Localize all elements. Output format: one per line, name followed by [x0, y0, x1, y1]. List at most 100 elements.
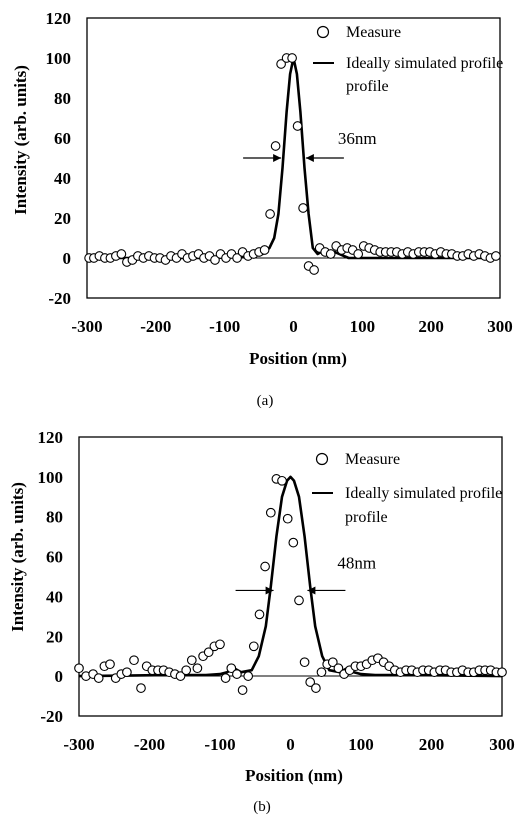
fwhm-arrowhead-right	[307, 586, 316, 595]
legend-label-simulated-cont: profile	[345, 509, 388, 526]
data-point-measure	[277, 475, 287, 486]
y-tick-label: 80	[54, 89, 71, 108]
y-axis-label: Intensity (arb. units)	[8, 482, 27, 632]
y-tick-label: 60	[46, 548, 63, 567]
data-point-measure	[259, 245, 270, 255]
data-point-measure	[265, 507, 276, 518]
fwhm-arrowhead-left	[265, 586, 274, 595]
x-tick-label: 0	[289, 317, 298, 336]
y-tick-label: 40	[54, 169, 71, 188]
data-point-measure	[327, 657, 338, 668]
line-layer	[78, 475, 503, 678]
data-point-measure	[136, 683, 146, 693]
data-point-measure	[288, 537, 299, 548]
data-point-measure	[122, 667, 132, 678]
legend-marker-measure	[315, 452, 329, 466]
x-tick-label: -300	[71, 317, 102, 336]
legend-label-simulated-cont: profile	[346, 78, 389, 95]
data-point-measure	[237, 685, 248, 695]
data-point-measure	[276, 59, 286, 69]
data-point-measure	[287, 53, 297, 63]
x-tick-label: -100	[209, 317, 240, 336]
data-point-measure	[243, 671, 254, 681]
data-point-measure	[105, 659, 115, 670]
legend: Measure Ideally simulated profile profil…	[313, 24, 503, 95]
data-point-measure	[232, 253, 242, 263]
legend-marker-measure	[316, 25, 330, 39]
data-point-measure	[292, 121, 303, 131]
data-point-measure	[353, 249, 364, 259]
legend: Measure Ideally simulated profile profil…	[312, 451, 502, 526]
data-point-measure	[248, 641, 259, 652]
fwhm-label: 36nm	[338, 129, 377, 148]
x-tick-labels: -300 -200 -100 0 100 200 300	[71, 317, 512, 336]
y-tick-label: 20	[54, 209, 71, 228]
series-line-simulated	[78, 475, 503, 678]
y-tick-label: 120	[46, 9, 72, 28]
y-tick-label: 100	[46, 49, 72, 68]
x-axis-label: Position (nm)	[245, 766, 343, 785]
data-point-measure	[299, 657, 310, 668]
data-point-measure	[210, 255, 220, 265]
fwhm-label: 48nm	[337, 553, 376, 572]
data-point-measure	[254, 609, 265, 620]
y-tick-label: -20	[48, 289, 71, 308]
x-tick-label: -200	[140, 317, 171, 336]
y-tick-label: 80	[46, 508, 63, 527]
data-point-measure	[260, 561, 270, 572]
data-point-measure	[491, 251, 501, 261]
y-tick-label: 0	[63, 249, 72, 268]
data-point-measure	[270, 141, 281, 151]
y-tick-label: 60	[54, 129, 71, 148]
fwhm-arrowhead-right	[305, 154, 314, 162]
data-point-measure	[220, 673, 231, 683]
point-layer	[74, 474, 507, 695]
data-point-measure	[305, 677, 316, 687]
data-point-measure	[309, 265, 319, 275]
data-point-measure	[116, 249, 127, 259]
panel-caption: (b)	[253, 799, 271, 815]
x-tick-label: 200	[418, 317, 444, 336]
plot-frame	[86, 17, 501, 299]
y-tick-label: 120	[38, 428, 64, 447]
legend-label-simulated: Ideally simulated profile	[345, 485, 502, 502]
data-point-measure	[298, 203, 308, 213]
data-point-measure	[181, 665, 192, 676]
data-point-measure	[325, 249, 336, 259]
data-point-measure	[226, 663, 237, 674]
data-point-measure	[186, 655, 197, 666]
data-point-measure	[203, 647, 214, 658]
y-tick-labels: -20 0 20 40 60 80 100 120	[46, 9, 72, 308]
data-point-measure	[192, 663, 203, 674]
legend-label-simulated: Ideally simulated profile	[346, 55, 503, 72]
y-tick-label: 40	[46, 587, 63, 606]
fwhm-annotation: 48nm	[235, 553, 376, 595]
data-point-measure	[215, 639, 225, 650]
data-point-measure	[282, 513, 293, 524]
panel-caption: (a)	[257, 393, 274, 409]
series-line-simulated	[87, 56, 500, 260]
line-layer	[87, 56, 500, 260]
x-tick-label: 300	[487, 317, 513, 336]
y-tick-label: 100	[38, 468, 64, 487]
legend-label-measure: Measure	[346, 24, 401, 41]
point-layer	[84, 53, 501, 275]
y-tick-labels: -20 0 20 40 60 80 100 120	[38, 428, 64, 726]
fwhm-arrowhead-left	[273, 154, 282, 162]
fwhm-annotation: 36nm	[243, 129, 377, 162]
y-tick-label: -20	[40, 707, 63, 726]
data-point-measure	[232, 669, 242, 679]
data-point-measure	[316, 667, 327, 678]
data-point-measure	[333, 663, 344, 674]
x-tick-label: -300	[63, 735, 94, 754]
data-point-measure	[294, 595, 304, 606]
y-tick-label: 0	[55, 667, 64, 686]
x-tick-label: 100	[348, 735, 374, 754]
data-point-measure	[129, 655, 139, 666]
x-tick-label: 300	[489, 735, 515, 754]
data-point-measure	[311, 683, 321, 693]
data-point-measure	[74, 663, 84, 674]
